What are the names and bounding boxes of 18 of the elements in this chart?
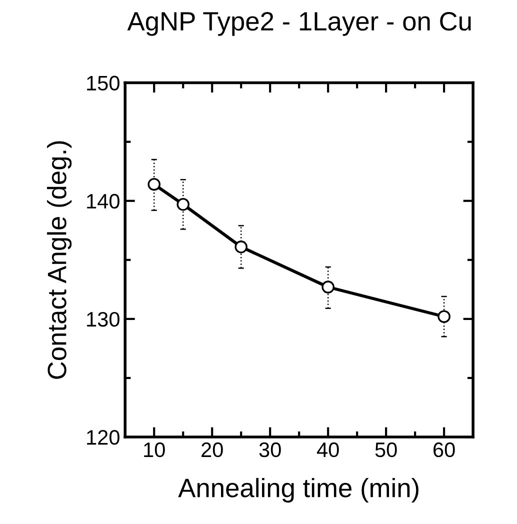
y-tick-label: 130 [87,312,120,327]
x-axis-title: Annealing time (min) [178,478,418,503]
x-tick-label: 20 [202,442,223,458]
point [176,198,190,211]
chart-title: AgNP Type2 - 1Layer - on Cu [127,12,471,36]
x-tick-label: 30 [259,442,281,458]
point [438,310,450,323]
x-tick-label: 40 [316,442,339,458]
y-tick-label: 150 [87,76,120,91]
y-tick-label: 140 [87,194,120,209]
x-tick-label: 50 [375,442,397,458]
y-tick-label: 120 [87,430,120,445]
point [322,280,334,294]
x-tick-label: 10 [144,442,165,458]
y-axis-title: Contact Angle (deg.) [47,141,72,379]
x-tick-label: 60 [434,442,455,458]
point [148,178,160,191]
point [234,240,248,254]
